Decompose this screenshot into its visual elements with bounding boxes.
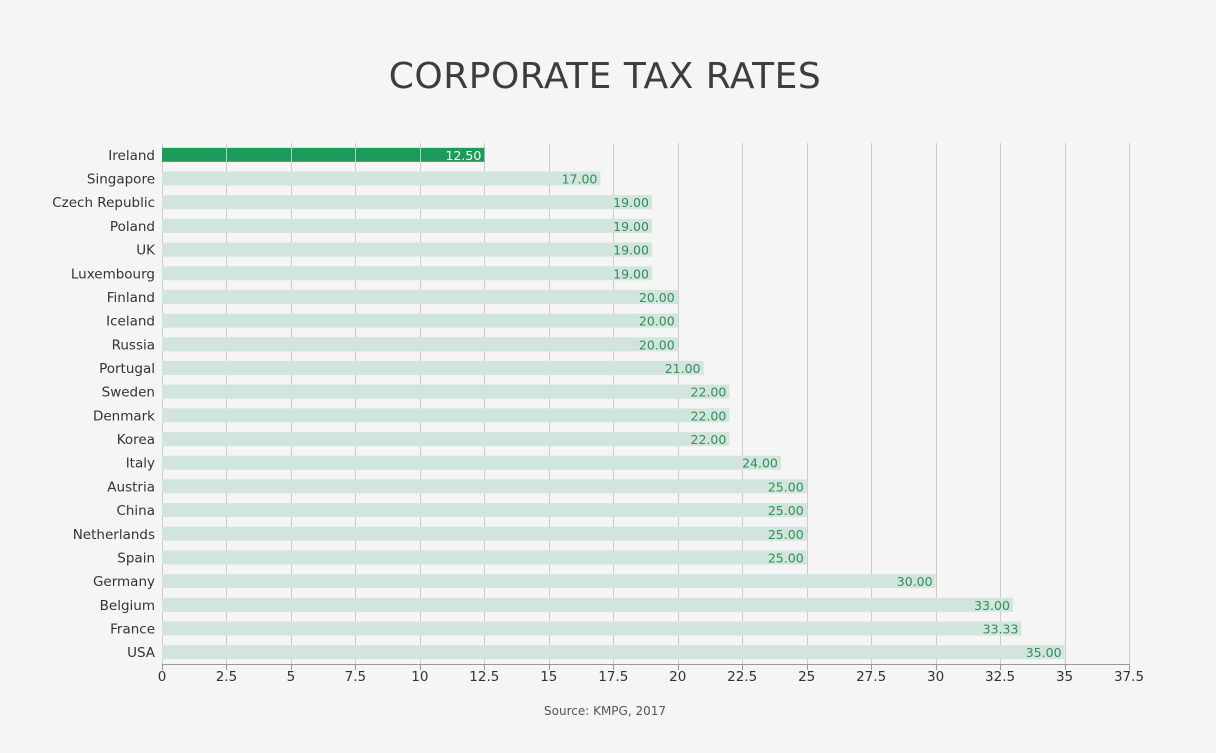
data-label: 25.00 xyxy=(768,503,804,518)
category-label: Russia xyxy=(112,337,155,353)
bar-korea xyxy=(162,432,730,447)
category-label: Sweden xyxy=(102,385,155,401)
category-label: Denmark xyxy=(93,408,155,424)
data-label: 20.00 xyxy=(639,290,675,305)
category-label: France xyxy=(110,621,155,637)
data-label: 20.00 xyxy=(639,337,675,352)
category-label: Germany xyxy=(93,574,155,590)
category-label: Czech Republic xyxy=(52,195,155,211)
category-label: Poland xyxy=(110,219,155,235)
category-label: Luxembourg xyxy=(71,266,155,282)
bar-russia xyxy=(162,337,678,352)
data-label: 22.00 xyxy=(691,408,727,423)
bar-italy xyxy=(162,455,781,470)
data-label: 19.00 xyxy=(613,243,649,258)
x-tick-label: 2.5 xyxy=(216,669,237,685)
x-tick-label: 17.5 xyxy=(598,669,628,685)
data-label: 19.00 xyxy=(613,266,649,281)
category-label: Finland xyxy=(107,290,155,306)
x-axis: 0 2.5 5 7.5 10 12.5 15 17.5 20 22.5 25 27.5 30 32.5 35… xyxy=(158,664,1144,685)
category-label: USA xyxy=(127,645,156,661)
bar-spain xyxy=(162,550,807,565)
category-label: Netherlands xyxy=(73,527,155,543)
x-tick-label: 27.5 xyxy=(856,669,886,685)
x-tick-label: 30 xyxy=(927,669,944,685)
bar-czech-republic xyxy=(162,195,652,210)
bar-germany xyxy=(162,574,936,589)
bar-austria xyxy=(162,479,807,494)
data-label: 25.00 xyxy=(768,479,804,494)
bar-usa xyxy=(162,645,1065,660)
x-tick-label: 25 xyxy=(798,669,815,685)
x-tick-label: 32.5 xyxy=(985,669,1015,685)
category-label: Belgium xyxy=(100,598,155,614)
data-label: 24.00 xyxy=(742,456,778,471)
x-tick-label: 10 xyxy=(411,669,428,685)
bar-ireland xyxy=(162,147,485,162)
data-label: 35.00 xyxy=(1026,645,1062,660)
data-label: 22.00 xyxy=(691,385,727,400)
data-label: 25.00 xyxy=(768,550,804,565)
bar-netherlands xyxy=(162,526,807,541)
chart-title: CORPORATE TAX RATES xyxy=(388,56,822,97)
x-tick-label: 22.5 xyxy=(727,669,757,685)
category-label: UK xyxy=(136,243,156,259)
bar-sweden xyxy=(162,384,730,399)
category-label: Portugal xyxy=(99,361,155,377)
bar-luxembourg xyxy=(162,266,652,281)
data-label: 17.00 xyxy=(562,172,598,187)
x-tick-label: 20 xyxy=(669,669,686,685)
data-label: 21.00 xyxy=(665,361,701,376)
data-labels: 12.50 17.00 19.00 19.00 19.00 19.00 20.00 20.00… xyxy=(446,148,1062,660)
x-tick-label: 37.5 xyxy=(1114,669,1144,685)
bar-denmark xyxy=(162,408,730,423)
data-label: 33.33 xyxy=(983,621,1019,636)
category-label: Korea xyxy=(117,432,155,448)
category-label: China xyxy=(116,503,155,519)
bars xyxy=(162,147,1065,660)
category-label: Italy xyxy=(126,456,155,472)
data-label: 33.00 xyxy=(974,598,1010,613)
category-label: Singapore xyxy=(87,172,155,188)
bar-france xyxy=(162,621,1022,636)
category-labels: Ireland Singapore Czech Republic Poland UK Lu… xyxy=(52,148,156,661)
bar-finland xyxy=(162,289,678,304)
bar-singapore xyxy=(162,171,601,186)
category-label: Iceland xyxy=(106,314,155,330)
bar-poland xyxy=(162,218,652,233)
x-tick-label: 35 xyxy=(1056,669,1073,685)
data-label: 19.00 xyxy=(613,195,649,210)
category-label: Spain xyxy=(117,550,155,566)
category-label: Austria xyxy=(107,479,155,495)
bar-iceland xyxy=(162,313,678,328)
bar-belgium xyxy=(162,597,1013,612)
bar-china xyxy=(162,503,807,518)
bar-uk xyxy=(162,242,652,257)
source-note: Source: KMPG, 2017 xyxy=(544,704,666,718)
data-label: 19.00 xyxy=(613,219,649,234)
x-tick-label: 12.5 xyxy=(469,669,499,685)
data-label: 25.00 xyxy=(768,527,804,542)
data-label: 30.00 xyxy=(897,574,933,589)
x-tick-label: 7.5 xyxy=(345,669,366,685)
x-tick-label: 5 xyxy=(287,669,296,685)
data-label: 20.00 xyxy=(639,314,675,329)
data-label: 12.50 xyxy=(446,148,482,163)
category-label: Ireland xyxy=(108,148,155,164)
x-tick-label: 15 xyxy=(540,669,557,685)
x-tick-label: 0 xyxy=(158,669,167,685)
bar-portugal xyxy=(162,360,704,375)
data-label: 22.00 xyxy=(691,432,727,447)
